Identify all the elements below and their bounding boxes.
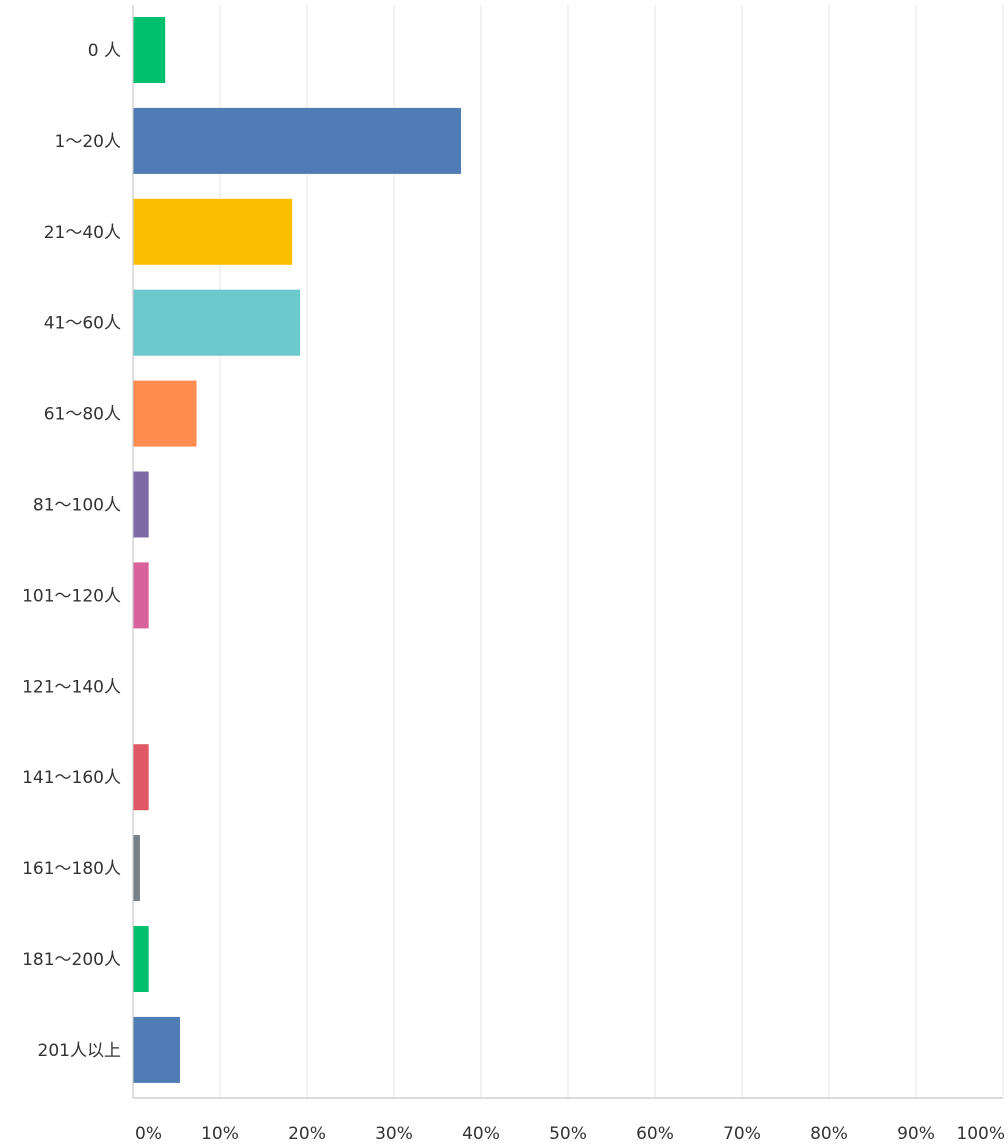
category-labels: 0 人 1〜20人 21〜40人 41〜60人 61〜80人 81〜100人 101〜120… [22,41,121,1061]
x-tick-labels: 0% 10% 20% 30% 40% 50% 60% 70% 80% 90% 100% [135,1124,1005,1144]
category-label: 0 人 [88,41,121,61]
x-tick-label: 90% [897,1124,935,1144]
category-label: 61〜80人 [44,405,121,425]
x-tick-label: 50% [549,1124,587,1144]
bar [133,289,301,356]
bar [133,744,149,811]
category-label: 21〜40人 [44,223,121,243]
x-tick-label: 100% [956,1124,1005,1144]
grid-lines [219,5,1004,1098]
bars [133,17,461,1083]
x-tick-label: 80% [810,1124,848,1144]
category-label: 81〜100人 [33,496,121,516]
category-label: 161〜180人 [22,859,121,879]
bar [133,835,140,902]
category-label: 201人以上 [38,1041,121,1061]
x-tick-label: 70% [723,1124,761,1144]
category-label: 121〜140人 [22,677,121,697]
bar [133,107,461,174]
category-label: 41〜60人 [44,314,121,334]
bar [133,380,197,447]
bar [133,471,149,538]
x-tick-label: 60% [636,1124,674,1144]
category-label: 141〜160人 [22,768,121,788]
bar [133,562,149,629]
bar [133,1016,180,1083]
x-tick-label: 0% [135,1124,162,1144]
category-label: 1〜20人 [55,132,121,152]
bar [133,926,149,992]
x-tick-label: 20% [288,1124,326,1144]
x-tick-label: 40% [462,1124,500,1144]
bar [133,17,166,83]
x-tick-label: 10% [201,1124,239,1144]
x-tick-label: 30% [375,1124,413,1144]
category-label: 181〜200人 [22,950,121,970]
category-label: 101〜120人 [22,586,121,606]
bar [133,198,293,265]
